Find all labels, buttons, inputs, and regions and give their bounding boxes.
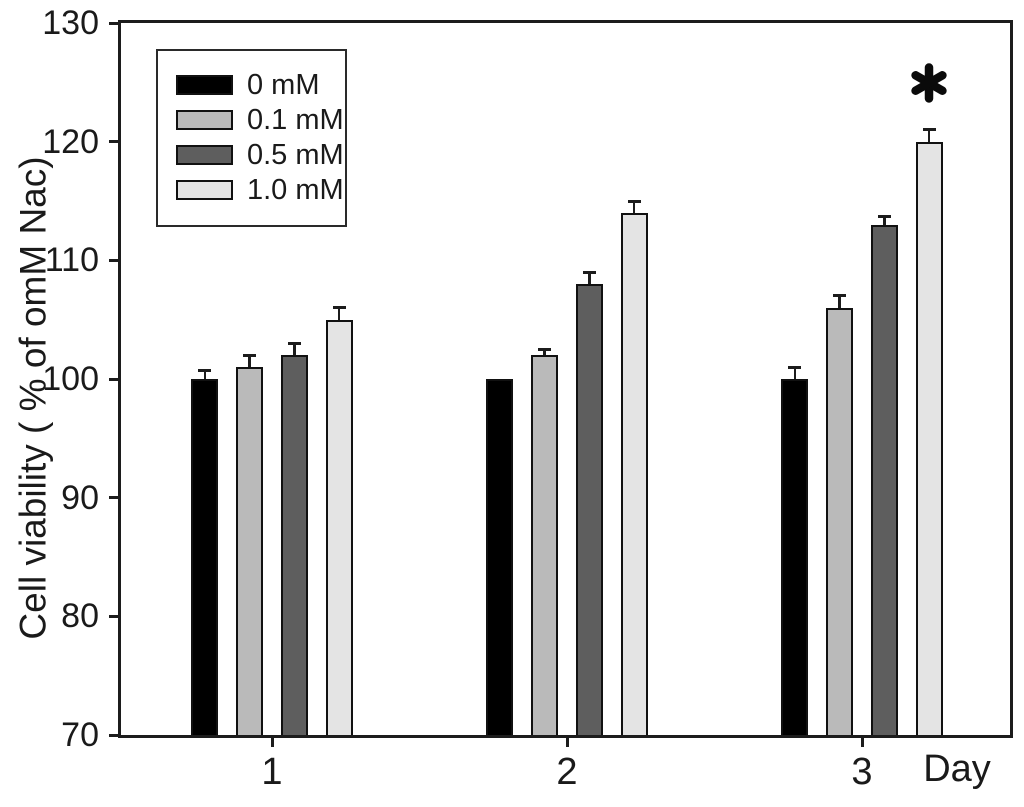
bar — [620, 212, 648, 735]
bar — [531, 355, 559, 735]
bar — [236, 367, 264, 735]
error-bar-cap — [788, 365, 802, 369]
error-bar-stem — [248, 355, 251, 368]
legend-item: 0 mM — [176, 69, 345, 101]
y-tick — [109, 377, 118, 381]
legend-item: 1.0 mM — [176, 174, 345, 206]
error-bar-cap — [627, 199, 641, 203]
y-tick — [109, 733, 118, 737]
legend-swatch — [176, 145, 233, 165]
bar — [191, 379, 219, 735]
y-tick — [109, 21, 118, 25]
legend-item: 0.5 mM — [176, 139, 345, 171]
bar — [280, 355, 308, 735]
error-bar-stem — [793, 367, 797, 379]
bar — [486, 379, 514, 735]
significance-asterisk-icon — [911, 63, 947, 103]
y-tick-label: 100 — [42, 360, 99, 398]
bar — [781, 379, 809, 735]
error-bar-stem — [632, 201, 636, 213]
y-tick-label: 80 — [61, 597, 99, 636]
y-axis-title: Cell viability ( % of omM Nac) — [12, 156, 54, 640]
error-bar-stem — [927, 129, 931, 142]
error-bar-stem — [293, 343, 296, 356]
legend-label: 0 mM — [247, 69, 320, 101]
error-bar-cap — [877, 214, 891, 218]
x-tick-label: 2 — [556, 751, 578, 793]
y-tick-label: 70 — [61, 716, 99, 754]
legend-swatch — [176, 110, 233, 130]
y-tick — [109, 614, 118, 618]
bar — [325, 319, 353, 735]
x-tick — [860, 738, 864, 747]
error-bar-stem — [543, 349, 546, 356]
error-bar-stem — [883, 216, 886, 225]
y-tick-label: 120 — [42, 122, 99, 161]
error-bar-cap — [287, 341, 301, 345]
error-bar-cap — [833, 294, 847, 298]
y-tick — [109, 496, 118, 500]
bar — [575, 284, 603, 735]
legend-item: 0.1 mM — [176, 104, 345, 136]
bar — [915, 141, 943, 735]
x-tick — [270, 738, 274, 747]
error-bar-stem — [838, 295, 841, 308]
error-bar-cap — [538, 347, 552, 351]
x-tick-label: 1 — [261, 751, 283, 793]
error-bar-cap — [243, 353, 257, 357]
y-tick-label: 90 — [61, 478, 99, 517]
y-tick-label: 110 — [44, 241, 99, 280]
error-bar-cap — [332, 306, 346, 310]
x-tick-label: 3 — [851, 751, 873, 793]
legend-label: 1.0 mM — [247, 174, 344, 206]
legend-label: 0.1 mM — [247, 104, 344, 136]
error-bar-stem — [337, 307, 341, 320]
y-tick — [109, 258, 118, 262]
y-tick-label: 130 — [42, 4, 99, 42]
y-tick — [109, 140, 118, 144]
bar — [870, 224, 898, 735]
legend-swatch — [176, 180, 233, 200]
legend-box: 0 mM 0.1 mM 0.5 mM 1.0 mM — [156, 49, 347, 227]
error-bar-cap — [582, 270, 596, 274]
error-bar-cap — [922, 128, 936, 132]
error-bar-stem — [588, 272, 591, 285]
x-axis-title: Day — [923, 748, 991, 790]
legend-label: 0.5 mM — [247, 139, 344, 171]
legend-swatch — [176, 75, 233, 95]
error-bar-cap — [198, 369, 212, 373]
plot-area: 70 80 90 100 110 120 130 1 2 3 — [42, 6, 1013, 792]
x-tick — [565, 738, 569, 747]
error-bar-stem — [203, 370, 207, 379]
bar — [826, 307, 854, 735]
